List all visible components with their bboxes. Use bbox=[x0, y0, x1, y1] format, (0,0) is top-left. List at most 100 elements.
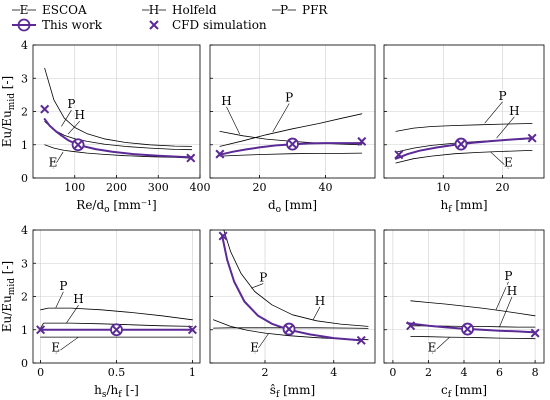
x-tick-label: 2 bbox=[425, 366, 432, 379]
curve-label-h: H bbox=[221, 94, 231, 108]
x-axis-label: hf [mm] bbox=[440, 198, 487, 215]
series-pfr bbox=[223, 230, 369, 327]
x-tick-label: 40 bbox=[319, 181, 333, 194]
curve-label-h: H bbox=[315, 294, 325, 308]
x-tick-label: 0.5 bbox=[108, 366, 126, 379]
x-axis-label: hs/hf [-] bbox=[94, 383, 139, 400]
cfd-point bbox=[406, 321, 416, 331]
x-tick-label: 1 bbox=[189, 366, 196, 379]
x-tick-label: 20 bbox=[253, 181, 267, 194]
series-this-work bbox=[221, 234, 363, 342]
y-tick-label: 4 bbox=[21, 39, 28, 52]
cfd-point bbox=[73, 140, 83, 150]
legend-cfd-marker bbox=[149, 20, 159, 30]
curve-label-h: H bbox=[73, 292, 83, 306]
legend-escoa-label: ESCOA bbox=[42, 3, 87, 17]
y-axis-label: Eu/Eumid [-] bbox=[0, 261, 17, 332]
series-pfr bbox=[44, 67, 193, 147]
curve-label-leader bbox=[55, 291, 64, 308]
series-pfr bbox=[395, 123, 533, 132]
legend-holfeld-letter: H bbox=[149, 3, 159, 17]
curve-label-p: P bbox=[259, 271, 267, 285]
legend: E ESCOA H Holfeld P PFR This work CFD simulatio… bbox=[12, 2, 328, 32]
x-tick-label: 300 bbox=[148, 181, 169, 194]
y-tick-label: 3 bbox=[21, 257, 28, 270]
panel-5: 2 4 ŝf [mm] P H E bbox=[209, 229, 376, 400]
cfd-point bbox=[357, 136, 367, 146]
curve-label-h: H bbox=[509, 104, 519, 118]
series-escoa bbox=[44, 144, 193, 159]
y-tick-label: 2 bbox=[21, 106, 28, 119]
series-this-work bbox=[43, 118, 193, 159]
x-tick-label: 200 bbox=[106, 181, 127, 194]
curve-label-e: E bbox=[428, 340, 437, 354]
x-tick-label: 0 bbox=[37, 366, 44, 379]
series-pfr bbox=[410, 300, 536, 317]
curve-label-leader bbox=[272, 103, 290, 133]
x-axis-label: do [mm] bbox=[268, 198, 317, 215]
curve-label-leader bbox=[66, 304, 79, 324]
x-axis-label: ŝf [mm] bbox=[270, 383, 315, 400]
cfd-point bbox=[287, 139, 298, 149]
curve-label-leader bbox=[254, 333, 269, 354]
curve-label-p: P bbox=[67, 97, 75, 111]
curve-label-e: E bbox=[51, 340, 60, 354]
y-tick-label: 0 bbox=[21, 357, 28, 370]
series-pfr bbox=[219, 113, 363, 147]
x-axis-label: cf [mm] bbox=[441, 383, 487, 400]
curve-label-p: P bbox=[504, 269, 512, 283]
cfd-point bbox=[530, 328, 540, 338]
x-axis-label: Re/do [mm⁻¹] bbox=[76, 198, 156, 215]
series-holfeld bbox=[40, 322, 193, 329]
curve-label-e: E bbox=[49, 155, 58, 169]
legend-holfeld: H Holfeld bbox=[142, 2, 217, 18]
curve-label-leader bbox=[496, 116, 515, 139]
x-tick-label: 400 bbox=[190, 181, 211, 194]
legend-this-work-label: This work bbox=[42, 18, 103, 32]
y-tick-label: 1 bbox=[21, 324, 28, 337]
legend-this-work-marker bbox=[17, 18, 31, 32]
cfd-point bbox=[111, 325, 122, 335]
cfd-point bbox=[186, 153, 196, 163]
cfd-point bbox=[215, 149, 225, 159]
legend-cfd-label: CFD simulation bbox=[172, 18, 267, 32]
cfd-point bbox=[463, 324, 473, 334]
y-tick-label: 2 bbox=[21, 291, 28, 304]
curve-label-h: H bbox=[75, 108, 85, 122]
curve-label-leader bbox=[251, 283, 264, 289]
curve-label-h: H bbox=[507, 284, 517, 298]
series-escoa bbox=[219, 152, 363, 157]
curves bbox=[212, 230, 369, 342]
curve-label-leader bbox=[495, 281, 509, 310]
x-tick-label: 20 bbox=[496, 181, 510, 194]
curve-label-leader bbox=[484, 101, 503, 124]
series-escoa bbox=[410, 335, 536, 340]
legend-escoa: E ESCOA bbox=[12, 2, 87, 18]
x-tick-label: 8 bbox=[532, 366, 539, 379]
curve-label-leader bbox=[312, 306, 321, 320]
y-tick-label: 3 bbox=[21, 72, 28, 85]
x-tick-label: 6 bbox=[496, 366, 503, 379]
curve-label-e: E bbox=[504, 155, 513, 169]
legend-holfeld-label: Holfeld bbox=[172, 3, 217, 17]
curve-label-leader bbox=[490, 151, 509, 169]
x-tick-label: 4 bbox=[330, 366, 337, 379]
legend-pfr-label: PFR bbox=[302, 3, 328, 17]
curve-label-e: E bbox=[250, 340, 259, 354]
y-tick-label: 0 bbox=[21, 172, 28, 185]
y-tick-label: 4 bbox=[21, 224, 28, 237]
curve-label-leader bbox=[67, 120, 80, 135]
cfd-point bbox=[394, 150, 404, 160]
curves bbox=[218, 113, 363, 157]
x-tick-label: 10 bbox=[436, 181, 450, 194]
cfd-point bbox=[284, 324, 294, 334]
series-escoa bbox=[395, 149, 533, 164]
cfd-point bbox=[36, 325, 46, 335]
y-tick-label: 1 bbox=[21, 139, 28, 152]
legend-pfr-letter: P bbox=[280, 3, 288, 17]
y-axis-label: Eu/Eumid [-] bbox=[0, 76, 17, 147]
curve-label-p: P bbox=[498, 89, 506, 103]
x-tick-label: 100 bbox=[64, 181, 85, 194]
